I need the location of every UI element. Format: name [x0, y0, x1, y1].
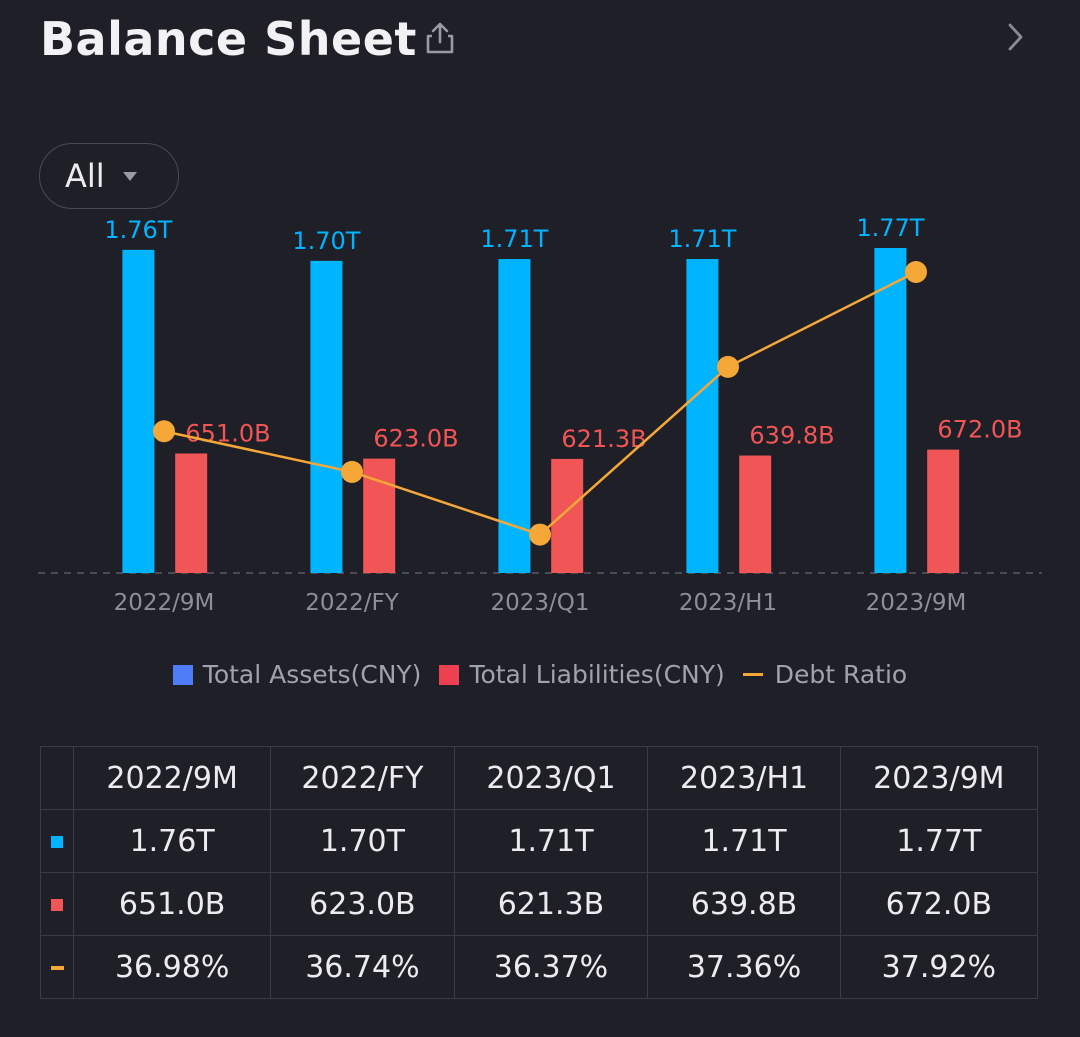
- row-marker-liabilities: [40, 872, 74, 936]
- table-cell: 621.3B: [453, 872, 649, 936]
- table-header-cell: 2022/9M: [72, 746, 272, 810]
- chevron-right-icon[interactable]: [1000, 20, 1030, 54]
- table-header-cell: 2023/Q1: [453, 746, 649, 810]
- bar-label-liabilities: 623.0B: [373, 425, 458, 453]
- bar-label-assets: 1.71T: [668, 225, 736, 253]
- share-icon[interactable]: [422, 20, 458, 56]
- ratio-point: [529, 523, 551, 546]
- table-row-assets: 1.76T 1.70T 1.71T 1.71T 1.77T: [40, 809, 1039, 873]
- x-tick-label: 2022/9M: [114, 590, 215, 616]
- x-tick-label: 2022/FY: [305, 590, 400, 616]
- legend-swatch-liabilities: [439, 664, 460, 685]
- table-cell: 623.0B: [270, 872, 455, 936]
- x-tick-label: 2023/9M: [866, 590, 967, 616]
- legend-label-ratio: Debt Ratio: [774, 660, 908, 689]
- assets-marker-icon: [51, 836, 63, 848]
- legend-label-assets: Total Assets(CNY): [202, 660, 422, 689]
- bar-assets: [874, 248, 907, 573]
- liabilities-marker-icon: [51, 899, 63, 911]
- table-cell: 1.71T: [453, 809, 649, 873]
- bar-liabilities: [927, 449, 960, 573]
- bar-assets: [498, 259, 531, 573]
- bar-label-assets: 1.70T: [292, 227, 360, 255]
- ratio-marker-icon: [50, 966, 64, 970]
- legend-item-liabilities[interactable]: Total Liabilities(CNY): [439, 660, 725, 689]
- table-corner-cell: [40, 746, 74, 810]
- bar-label-liabilities: 639.8B: [749, 422, 834, 450]
- table-cell: 639.8B: [647, 872, 841, 936]
- bar-assets: [310, 260, 343, 573]
- table-cell: 37.36%: [647, 935, 841, 999]
- bar-label-liabilities: 651.0B: [185, 419, 270, 447]
- x-tick-label: 2023/Q1: [490, 590, 589, 616]
- table-cell: 36.37%: [453, 935, 649, 999]
- legend-swatch-ratio: [742, 673, 763, 676]
- period-filter-dropdown[interactable]: All: [39, 143, 179, 209]
- table-header-cell: 2023/H1: [647, 746, 841, 810]
- bar-liabilities: [739, 455, 772, 573]
- ratio-point: [905, 261, 927, 284]
- legend-item-assets[interactable]: Total Assets(CNY): [172, 660, 422, 689]
- legend-label-liabilities: Total Liabilities(CNY): [469, 660, 725, 689]
- ratio-line: [163, 270, 917, 537]
- bar-label-assets: 1.76T: [104, 216, 172, 244]
- bar-assets: [122, 249, 155, 573]
- table-cell: 651.0B: [72, 872, 272, 936]
- ratio-point: [341, 460, 363, 483]
- table-row-ratio: 36.98% 36.74% 36.37% 37.36% 37.92%: [40, 935, 1039, 999]
- data-table: 2022/9M 2022/FY 2023/Q1 2023/H1 2023/9M …: [40, 746, 1039, 999]
- table-cell: 1.71T: [647, 809, 841, 873]
- bar-liabilities: [363, 458, 396, 573]
- legend-item-ratio[interactable]: Debt Ratio: [742, 660, 908, 689]
- table-cell: 36.74%: [270, 935, 455, 999]
- balance-chart: 1.76T 651.0B 2022/9M 1.70T 623.0B 2022/FY 1.71…: [38, 214, 1042, 616]
- bar-label-assets: 1.71T: [480, 225, 548, 253]
- row-marker-assets: [40, 809, 74, 873]
- bar-assets: [686, 259, 719, 573]
- table-header-cell: 2022/FY: [270, 746, 455, 810]
- period-filter-label: All: [65, 157, 105, 195]
- table-row-liabilities: 651.0B 623.0B 621.3B 639.8B 672.0B: [40, 872, 1039, 936]
- caret-down-icon: [122, 171, 137, 181]
- table-cell: 1.70T: [270, 809, 455, 873]
- x-tick-label: 2023/H1: [679, 590, 777, 616]
- table-header-row: 2022/9M 2022/FY 2023/Q1 2023/H1 2023/9M: [40, 746, 1039, 810]
- ratio-point: [153, 420, 175, 443]
- legend-swatch-assets: [172, 664, 193, 685]
- bar-label-liabilities: 621.3B: [561, 425, 646, 453]
- chart-legend: Total Assets(CNY) Total Liabilities(CNY)…: [0, 660, 1080, 689]
- bar-liabilities: [175, 453, 208, 573]
- table-cell: 37.92%: [839, 935, 1039, 999]
- ratio-point: [717, 355, 739, 378]
- table-header-cell: 2023/9M: [839, 746, 1039, 810]
- bar-label-assets: 1.77T: [856, 214, 924, 242]
- page-title: Balance Sheet: [40, 12, 417, 66]
- bar-liabilities: [551, 458, 584, 573]
- table-cell: 672.0B: [839, 872, 1039, 936]
- table-cell: 1.76T: [72, 809, 272, 873]
- table-cell: 1.77T: [839, 809, 1039, 873]
- table-cell: 36.98%: [72, 935, 272, 999]
- row-marker-ratio: [40, 935, 74, 999]
- bar-label-liabilities: 672.0B: [937, 416, 1022, 444]
